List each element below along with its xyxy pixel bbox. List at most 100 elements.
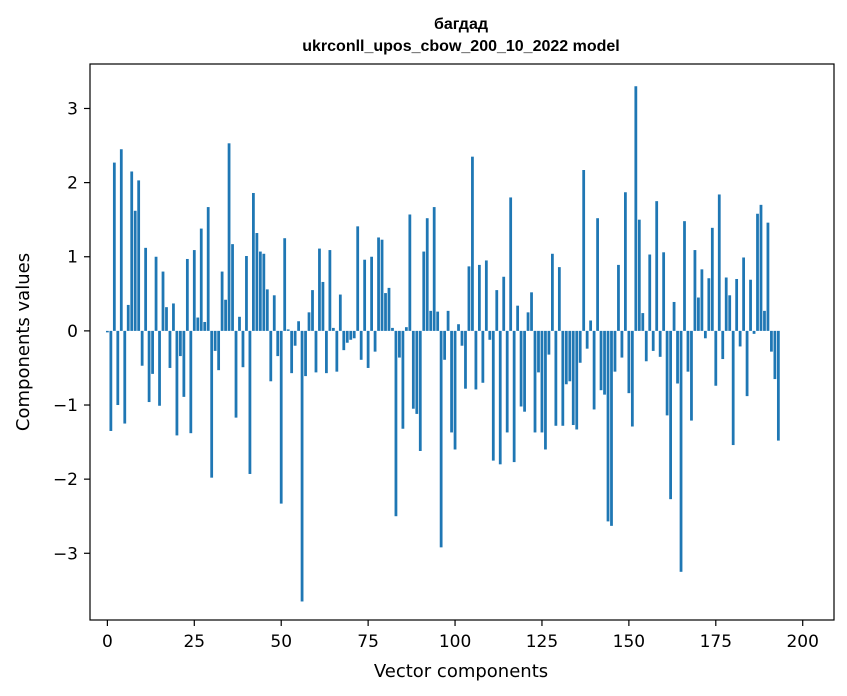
bar (377, 237, 380, 331)
bar (238, 316, 241, 331)
bar (516, 305, 520, 331)
bar (165, 307, 168, 331)
bar (519, 330, 523, 407)
bar (627, 330, 631, 394)
chart-title: багдад (434, 16, 488, 33)
bar (453, 330, 457, 450)
bar (331, 327, 335, 331)
bar (352, 330, 356, 339)
bar (759, 204, 763, 331)
bar (624, 192, 627, 331)
bar (248, 330, 252, 474)
y-axis-label: Components values (13, 253, 34, 431)
bar (703, 330, 707, 339)
bar (411, 330, 415, 409)
bar (293, 330, 297, 346)
bar (683, 221, 686, 331)
bar (471, 156, 474, 331)
bar (544, 330, 547, 450)
bar (258, 251, 262, 331)
bar (147, 330, 151, 403)
x-tick-label: 100 (439, 632, 471, 652)
bar (551, 253, 554, 331)
bar (290, 330, 294, 374)
bar (373, 330, 377, 352)
bar (509, 197, 513, 331)
x-tick-label: 125 (526, 632, 558, 652)
bar (252, 192, 255, 331)
bar (439, 330, 443, 548)
bar (457, 324, 460, 331)
bar (498, 330, 502, 465)
bar (109, 330, 113, 431)
bar (297, 321, 300, 331)
x-axis-label: Vector components (374, 661, 548, 682)
bar (763, 310, 766, 331)
bar (328, 250, 332, 331)
bar (540, 330, 544, 433)
bar (707, 278, 711, 331)
bar (342, 330, 346, 351)
bar (245, 256, 248, 331)
bar (721, 330, 725, 360)
bar (547, 330, 551, 355)
bar (606, 330, 610, 522)
bar (620, 330, 624, 358)
bar (464, 330, 467, 389)
bar (349, 330, 353, 340)
bar (770, 330, 773, 352)
bar (220, 271, 224, 331)
bar (484, 260, 488, 331)
bar (582, 170, 586, 331)
bar (370, 256, 373, 331)
bar (603, 330, 606, 395)
bar (422, 251, 426, 331)
bar (300, 330, 304, 602)
x-tick-label: 50 (270, 632, 292, 652)
bar (738, 330, 742, 347)
bar (690, 330, 693, 421)
bar (443, 330, 447, 360)
y-axis-ticks: −3 −2 −1 0 1 2 3 (53, 99, 90, 564)
bar (488, 330, 492, 340)
bar (206, 207, 210, 331)
bar (415, 330, 419, 414)
bar (495, 290, 499, 331)
x-tick-label: 25 (183, 632, 205, 652)
bar (172, 303, 175, 331)
bar (617, 264, 620, 331)
bar (126, 304, 130, 331)
bar (140, 330, 144, 366)
bar (130, 171, 134, 331)
plot-frame (89, 63, 835, 621)
chart-subtitle: ukrconll_upos_cbow_200_10_2022 model (302, 38, 619, 55)
bar (613, 330, 617, 372)
bar (234, 330, 238, 418)
bar (700, 269, 704, 331)
bar (345, 330, 349, 343)
bar (651, 330, 655, 351)
bar (123, 330, 127, 424)
bar (568, 330, 572, 382)
bar (749, 279, 752, 331)
bar (231, 244, 234, 331)
bar (630, 330, 634, 427)
bar (554, 330, 558, 426)
bar (610, 330, 613, 526)
bar (460, 330, 464, 346)
bar (133, 210, 137, 331)
y-tick-label: 2 (67, 174, 78, 194)
bar (589, 320, 593, 331)
bar (318, 248, 321, 331)
bar (776, 330, 780, 441)
bar (596, 218, 599, 331)
bar (425, 218, 429, 331)
bar (752, 330, 756, 334)
bar (185, 258, 189, 331)
y-tick-label: 1 (67, 248, 78, 268)
bar (669, 330, 672, 500)
bar (272, 295, 276, 331)
bar (641, 313, 645, 331)
bar (210, 330, 214, 478)
